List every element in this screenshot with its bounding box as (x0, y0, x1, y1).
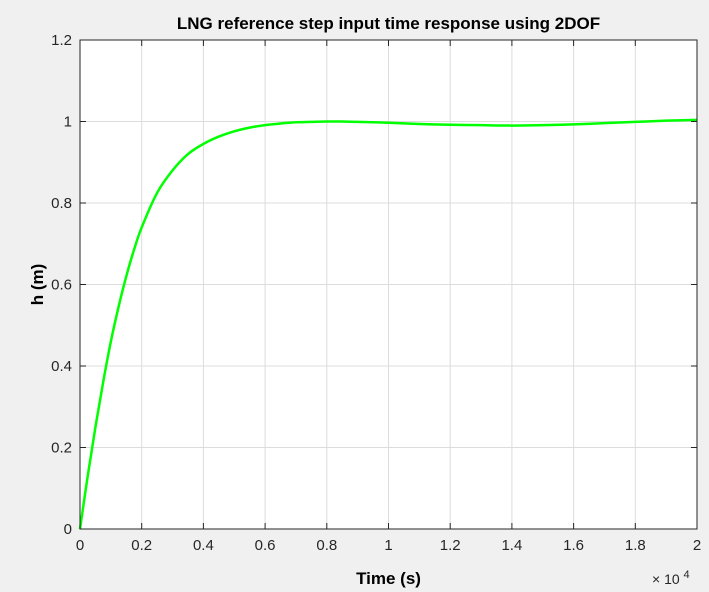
series-layer (78, 118, 698, 530)
chart-title: LNG reference step input time response u… (177, 14, 600, 33)
x-tick-label: 1 (384, 537, 392, 554)
series-line (78, 118, 698, 530)
x-tick-label: 1.2 (440, 537, 461, 554)
x-axis-exponent-base: × 10 (652, 571, 680, 587)
x-tick-label: 0.8 (316, 537, 337, 554)
x-tick-label: 0.6 (255, 537, 276, 554)
x-tick-label: 1.8 (625, 537, 646, 554)
x-tick-label: 0.2 (131, 537, 152, 554)
y-tick-label: 1.2 (51, 32, 72, 49)
y-tick-label: 0.4 (51, 358, 72, 375)
x-axis-exponent-power: 4 (684, 569, 690, 581)
y-axis-label: h (m) (28, 264, 47, 306)
x-tick-label: 1.6 (563, 537, 584, 554)
y-tick-label: 0.2 (51, 440, 72, 457)
x-tick-label: 1.4 (501, 537, 522, 554)
y-tick-label: 0.8 (51, 195, 72, 212)
y-tick-label: 0.6 (51, 277, 72, 294)
x-tick-label: 0.4 (193, 537, 214, 554)
x-axis-exponent: × 10 4 (652, 569, 690, 587)
x-axis-label: Time (s) (356, 569, 421, 588)
tick-layer: 0 0.2 0.4 0.6 0.8 1 1.2 1.4 1.6 1.8 2 0 0.2 0.4 0.6 0.8… (51, 32, 701, 554)
y-tick-label: 1 (64, 114, 72, 131)
x-tick-label: 2 (693, 537, 701, 554)
x-tick-label: 0 (76, 537, 84, 554)
y-tick-label: 0 (64, 521, 72, 538)
